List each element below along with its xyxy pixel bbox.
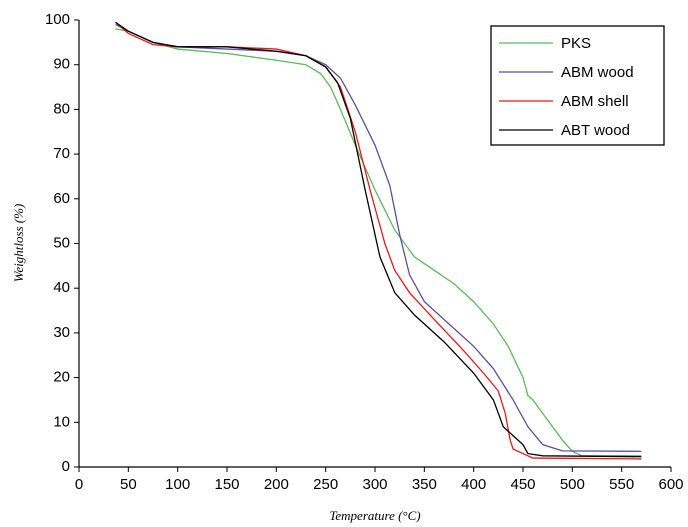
y-tick-label: 30 bbox=[53, 324, 70, 341]
y-tick-label: 50 bbox=[53, 234, 70, 251]
x-tick-label: 400 bbox=[461, 476, 486, 493]
y-tick-label: 40 bbox=[53, 279, 70, 296]
x-tick-label: 150 bbox=[214, 476, 239, 493]
y-tick-label: 60 bbox=[53, 190, 70, 207]
line bbox=[115, 28, 642, 457]
x-tick-label: 0 bbox=[75, 476, 83, 493]
y-axis-title: Weightloss (%) bbox=[11, 204, 26, 283]
legend-label: PKS bbox=[561, 35, 591, 52]
x-tick-label: 350 bbox=[412, 476, 437, 493]
line bbox=[115, 21, 642, 458]
x-tick-label: 550 bbox=[609, 476, 634, 493]
y-tick-label: 0 bbox=[62, 458, 70, 475]
y-tick-label: 80 bbox=[53, 100, 70, 117]
x-axis-title: Temperature (°C) bbox=[329, 508, 420, 523]
legend-label: ABM shell bbox=[561, 93, 629, 110]
x-tick-label: 100 bbox=[165, 476, 190, 493]
y-tick-label: 20 bbox=[53, 369, 70, 386]
x-tick-label: 250 bbox=[313, 476, 338, 493]
x-tick-label: 300 bbox=[362, 476, 387, 493]
x-tick-label: 450 bbox=[510, 476, 535, 493]
legend-box bbox=[490, 25, 665, 146]
x-tick-label: 50 bbox=[120, 476, 137, 493]
y-tick-label: 70 bbox=[53, 145, 70, 162]
legend-label: ABT wood bbox=[561, 122, 630, 139]
y-tick-label: 10 bbox=[53, 413, 70, 430]
y-tick-label: 100 bbox=[45, 11, 70, 28]
x-tick-label: 200 bbox=[264, 476, 289, 493]
line bbox=[115, 23, 642, 453]
x-tick-label: 600 bbox=[658, 476, 683, 493]
x-tick-label: 500 bbox=[560, 476, 585, 493]
legend-label: ABM wood bbox=[561, 64, 634, 81]
y-tick-label: 90 bbox=[53, 56, 70, 73]
